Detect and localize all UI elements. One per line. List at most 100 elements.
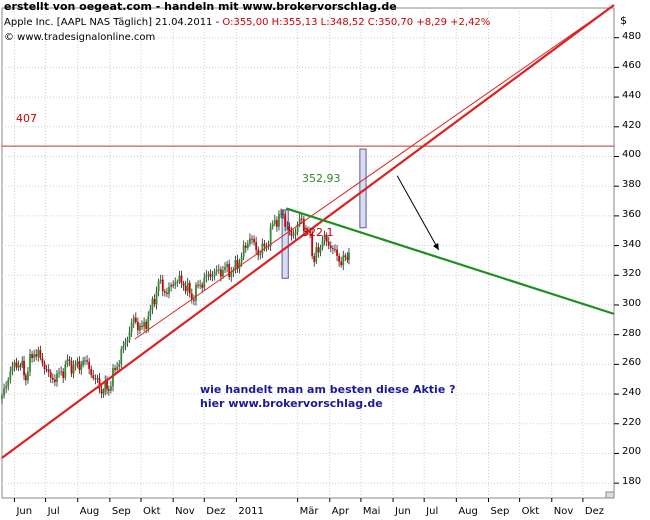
candle-body [240, 256, 243, 263]
candle-body [122, 345, 125, 350]
y-tick-label: 320 [622, 268, 642, 280]
y-tick-label: 460 [622, 60, 642, 72]
candle-body [7, 379, 10, 387]
instrument-line: Apple Inc. [AAPL NAS Täglich] 21.04.2011… [4, 17, 490, 28]
candle-body [209, 273, 212, 277]
x-tick-label: Okt [142, 506, 161, 517]
candle-body [94, 378, 97, 380]
question-text: wie handelt man am besten diese Aktie ? [200, 383, 456, 396]
candle-body [292, 234, 295, 236]
x-tick-label: Sep [490, 506, 510, 517]
copyright-text: © www.tradesignalonline.com [4, 32, 156, 43]
candle-body [253, 239, 255, 243]
candle-body [178, 275, 181, 282]
channel-trendline [134, 4, 615, 340]
candle-body [86, 360, 88, 362]
candle-body [211, 275, 214, 277]
candle-body [47, 369, 50, 373]
candle-body [92, 375, 95, 379]
candle-body [141, 325, 143, 327]
candle-body [96, 378, 99, 380]
candle-body [263, 243, 266, 247]
candle-body [192, 299, 195, 301]
candle-body [280, 213, 282, 215]
y-tick-label: 480 [622, 30, 642, 42]
candle-body [27, 371, 29, 381]
candle-body [300, 218, 303, 220]
candle-body [188, 282, 191, 294]
link-text: hier www.brokervorschlag.de [200, 397, 383, 410]
y-tick-label: 340 [622, 238, 642, 250]
candle-body [155, 291, 158, 305]
candle-body [226, 263, 228, 268]
candle-body [62, 371, 65, 378]
candle-body [219, 269, 222, 277]
candle-body [172, 284, 175, 286]
currency-symbol: $ [620, 14, 627, 27]
x-tick-label: Jun [395, 506, 411, 517]
candle-body [275, 220, 278, 227]
candle-body [203, 277, 206, 288]
y-tick-label: 280 [622, 327, 642, 339]
x-tick-label: Nov [175, 506, 195, 517]
candle-body [126, 339, 129, 343]
candle-body [98, 378, 101, 390]
candle-body [236, 259, 239, 269]
y-tick-label: 400 [622, 149, 642, 161]
candle-body [54, 379, 56, 382]
candle-body [41, 358, 44, 364]
candle-body [68, 359, 71, 361]
candle-body [180, 275, 183, 283]
candle-body [143, 321, 146, 327]
candle-body [134, 317, 137, 322]
candle-body [159, 279, 162, 282]
instrument-name: Apple Inc. [AAPL NAS Täglich] 21.04.2011… [4, 17, 223, 28]
candle-body [110, 386, 112, 391]
candle-body [217, 269, 220, 271]
candle-body [344, 255, 347, 258]
candle-body [271, 223, 274, 227]
y-tick-label: 200 [622, 446, 642, 458]
candle-body [207, 273, 210, 276]
x-tick-label: Jul [426, 506, 439, 517]
y-tick-label: 220 [622, 416, 642, 428]
candle-body [331, 248, 334, 250]
y-tick-label: 300 [622, 297, 642, 309]
candle-body [342, 255, 345, 266]
x-tick-label: Apr [331, 506, 350, 517]
candle-body [186, 282, 189, 292]
x-tick-label: 2011 [238, 506, 264, 517]
ohlc-values: O:355,00 H:355,13 L:348,52 C:350,70 [222, 17, 414, 28]
candle-body [118, 364, 121, 367]
price-high-label: 352,93 [302, 172, 341, 185]
candle-body [190, 293, 193, 300]
price-change: +8,29 +2,42% [416, 17, 491, 28]
candle-body [346, 257, 349, 260]
candle-body [84, 360, 86, 362]
support-trendline [1, 4, 615, 459]
candle-body [309, 230, 311, 234]
candle-body [195, 284, 197, 301]
candle-body [244, 245, 247, 248]
resize-handle-icon [605, 491, 615, 499]
candle-body [51, 377, 54, 380]
candle-body [136, 321, 139, 331]
candle-body [302, 219, 305, 231]
candle-body [76, 361, 79, 364]
y-tick-label: 240 [622, 387, 642, 399]
candle-body [315, 247, 318, 262]
candle-body [251, 238, 253, 240]
candle-body [9, 371, 12, 380]
candle-body [329, 245, 332, 249]
candle-body [286, 226, 289, 228]
candle-body [24, 375, 27, 381]
candle-body [273, 220, 276, 224]
candle-body [338, 255, 341, 262]
y-tick-label: 260 [622, 357, 642, 369]
candle-body [21, 360, 24, 366]
candle-body [284, 214, 287, 227]
candle-body [161, 279, 164, 292]
candle-body [11, 366, 14, 372]
candle-body [327, 241, 330, 246]
grid-lines [1, 7, 619, 502]
